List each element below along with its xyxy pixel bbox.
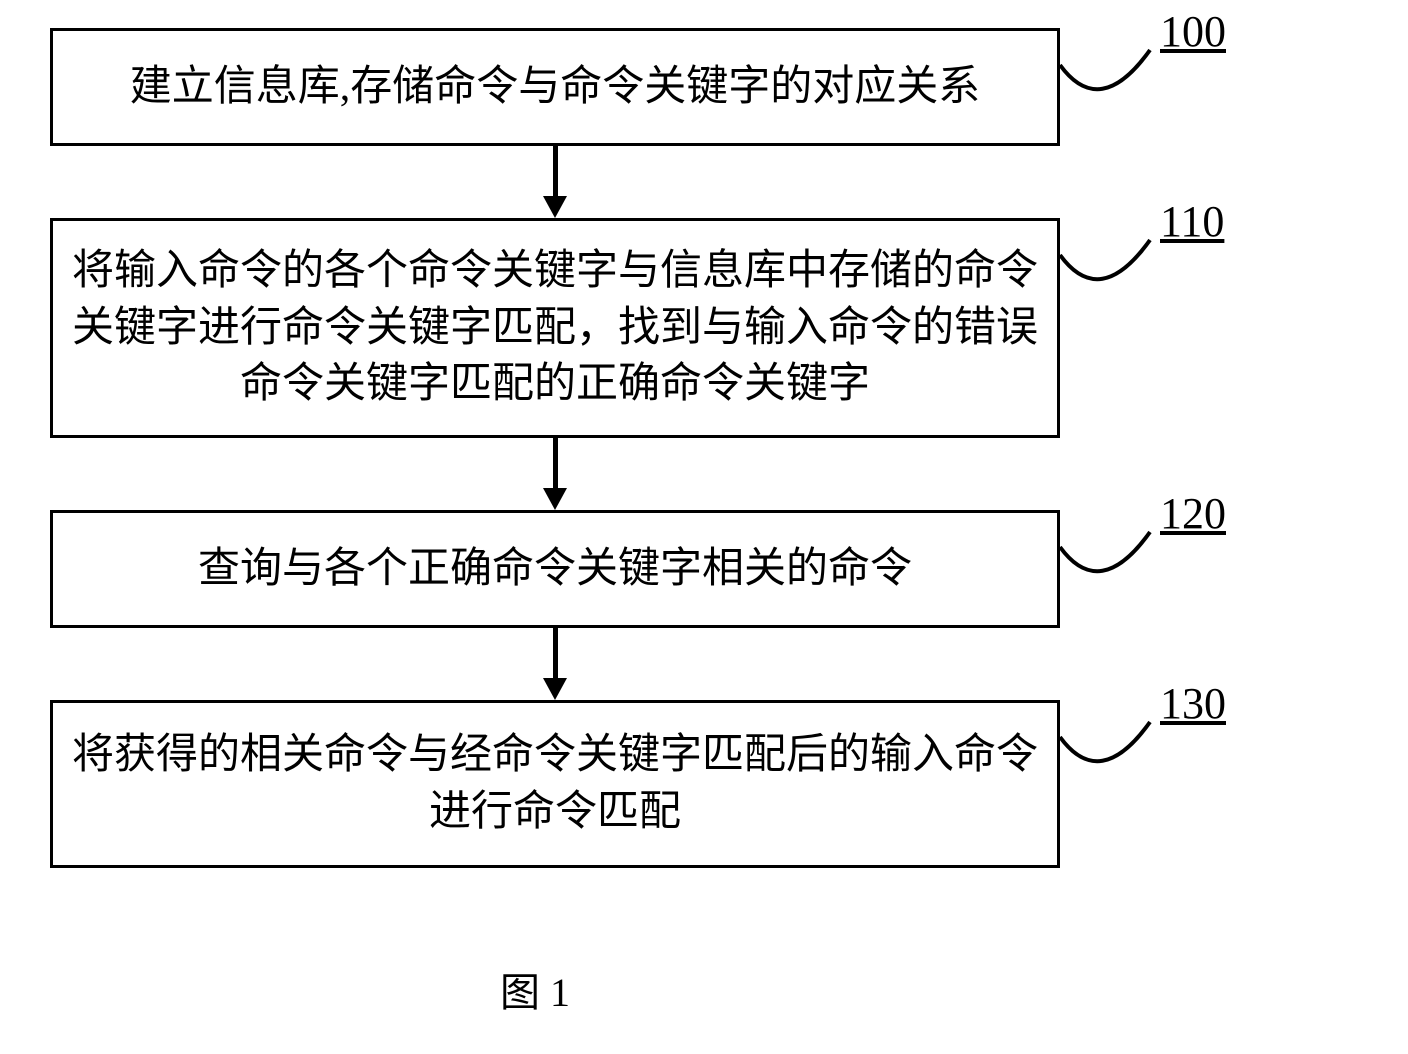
figure-caption: 图 1 [500, 960, 570, 1018]
flowchart-canvas: 建立信息库,存储命令与命令关键字的对应关系 将输入命令的各个命令关键字与信息库中… [0, 0, 1408, 1054]
leader-130 [0, 0, 1408, 1054]
ref-label-130: 130 [1160, 678, 1226, 729]
